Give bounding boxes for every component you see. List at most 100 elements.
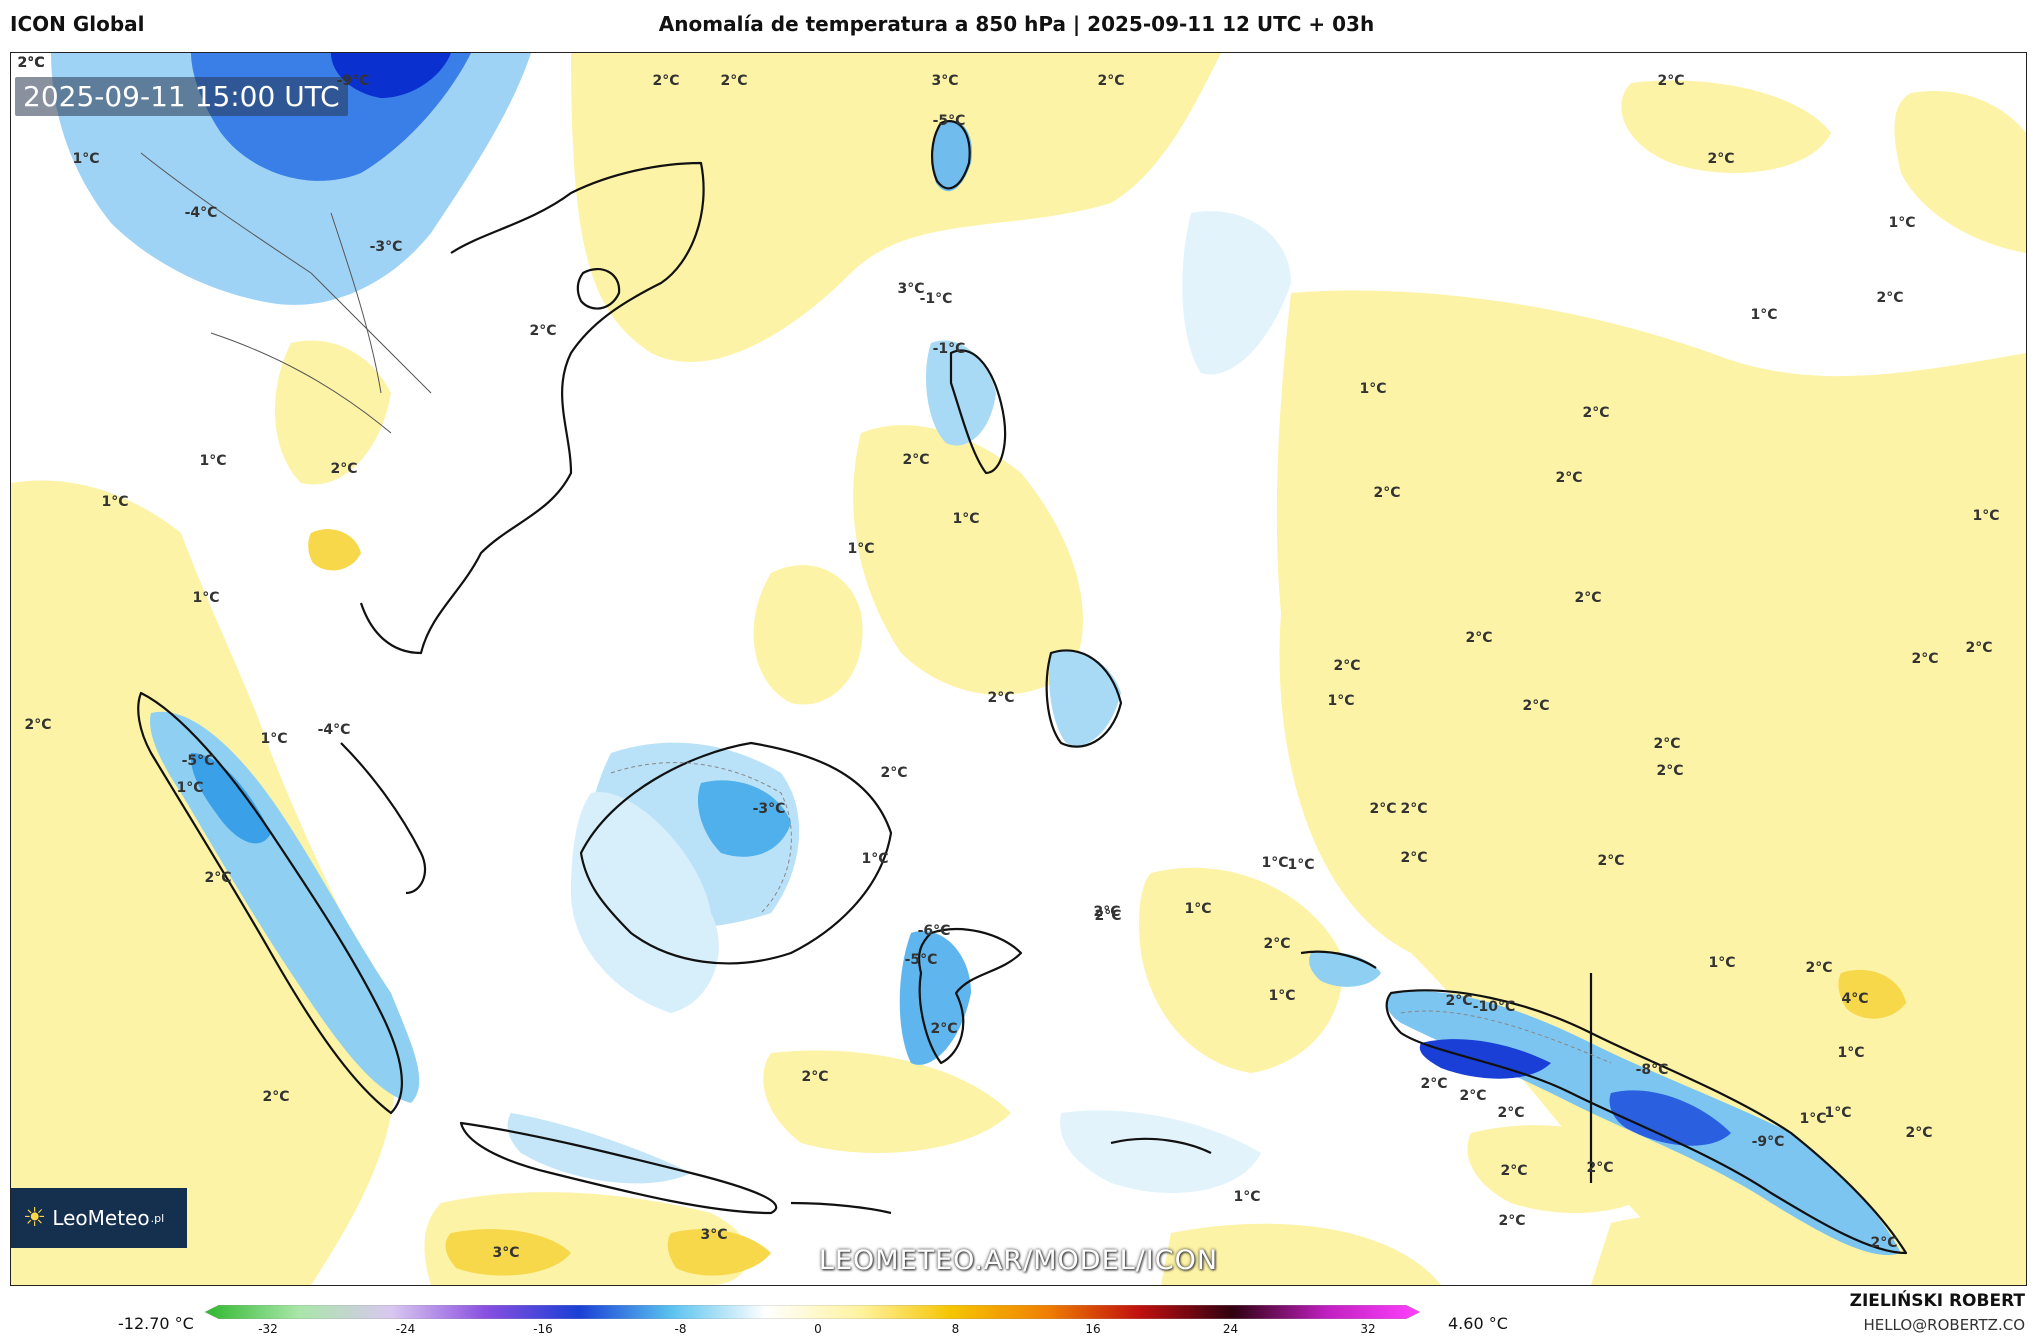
temperature-label: 2°C	[204, 870, 232, 886]
temperature-label: 2°C	[1497, 1105, 1525, 1121]
temperature-label: 2°C	[987, 690, 1015, 706]
temperature-label: 2°C	[1707, 151, 1735, 167]
temperature-label: 2°C	[330, 461, 358, 477]
temperature-label: 2°C	[24, 717, 52, 733]
temperature-label: 2°C	[1876, 290, 1904, 306]
temperature-label: 1°C	[1837, 1045, 1865, 1061]
temperature-label: 1°C	[952, 511, 980, 527]
warm-core-areas	[308, 529, 1906, 1276]
temperature-label: 1°C	[1233, 1189, 1261, 1205]
temperature-label: 2°C	[1911, 651, 1939, 667]
temperature-label: -9°C	[1751, 1134, 1785, 1150]
legend-max-value: 4.60 °C	[1448, 1314, 1508, 1333]
temperature-label: 2°C	[1555, 470, 1583, 486]
temperature-label: 2°C	[1420, 1076, 1448, 1092]
temperature-label: -5°C	[181, 753, 215, 769]
color-scale-tick: 0	[814, 1322, 822, 1336]
temperature-label: 3°C	[700, 1227, 728, 1243]
valid-time-badge: 2025-09-11 15:00 UTC	[15, 77, 348, 116]
temperature-label: 2°C	[930, 1021, 958, 1037]
author-credit: ZIELIŃSKI ROBERT	[1849, 1291, 2025, 1311]
temperature-label: 2°C	[1574, 590, 1602, 606]
temperature-label: 1°C	[260, 731, 288, 747]
temperature-label: 2°C	[1373, 485, 1401, 501]
temperature-label: -8°C	[1635, 1062, 1669, 1078]
coastlines	[137, 120, 1908, 1255]
temperature-label: 1°C	[861, 851, 889, 867]
sun-icon: ☀	[23, 1203, 47, 1233]
temperature-label: 2°C	[1522, 698, 1550, 714]
color-scale-tick: -24	[395, 1322, 416, 1336]
temperature-label: 2°C	[1653, 736, 1681, 752]
temperature-label: 2°C	[17, 55, 45, 71]
temperature-label: -6°C	[917, 923, 951, 939]
color-scale-tick: 32	[1360, 1322, 1376, 1336]
temperature-label: 3°C	[492, 1245, 520, 1261]
temperature-label: 2°C	[1445, 993, 1473, 1009]
temperature-label: 4°C	[1841, 991, 1869, 1007]
color-scale-tick: -8	[674, 1322, 687, 1336]
leometeo-logo[interactable]: ☀ LeoMeteo .pl	[11, 1188, 187, 1248]
temperature-label: 1°C	[1184, 901, 1212, 917]
temperature-label: 1°C	[1708, 955, 1736, 971]
temperature-label: 1°C	[176, 780, 204, 796]
temperature-label: 1°C	[1268, 988, 1296, 1004]
temperature-label: 2°C	[17, 55, 45, 71]
temperature-label: 1°C	[1888, 215, 1916, 231]
warm-areas	[11, 53, 2026, 1285]
color-scale-tick: 24	[1222, 1322, 1239, 1336]
contours	[610, 762, 1612, 1064]
borders	[140, 152, 432, 434]
temperature-label: -10°C	[1472, 999, 1516, 1015]
temperature-label: 2°C	[1500, 1163, 1528, 1179]
temperature-label: 1°C	[1261, 855, 1289, 871]
author-email[interactable]: HELLO@ROBERTZ.CO	[1863, 1316, 2025, 1334]
temperature-label: 1°C	[847, 541, 875, 557]
legend-min-value: -12.70 °C	[118, 1314, 194, 1333]
map-canvas[interactable]: 2025-09-11 15:00 UTC -9°C 2°C 2°C 3°C -5°C 2°…	[10, 52, 2027, 1286]
temperature-label: 2°C	[1465, 630, 1493, 646]
color-scale-tick: 16	[1085, 1322, 1101, 1336]
temperature-label: 2°C	[1333, 658, 1361, 674]
anomaly-field	[11, 53, 2026, 1285]
temperature-label: 2°C	[529, 323, 557, 339]
map-watermark: LEOMETEO.AR/MODEL/ICON	[818, 1245, 1219, 1276]
temperature-label: 3°C	[897, 281, 925, 297]
temperature-label: 2°C	[880, 765, 908, 781]
temperature-label: 2°C	[1870, 1235, 1898, 1251]
map-title: Anomalía de temperatura a 850 hPa | 2025…	[658, 12, 1375, 36]
temperature-label: 2°C	[652, 73, 680, 89]
temperature-label: 2°C	[1905, 1125, 1933, 1141]
temperature-label: 2°C	[1263, 936, 1291, 952]
temperature-label: 2°C	[1586, 1160, 1614, 1176]
temperature-label: 2°C	[17, 55, 45, 71]
temperature-label: 2°C	[1597, 853, 1625, 869]
color-scale-bar	[205, 1305, 1420, 1319]
temperature-label: -3°C	[369, 239, 403, 255]
logo-text: LeoMeteo	[52, 1206, 150, 1230]
color-scale-tick: 8	[951, 1322, 960, 1336]
temperature-label: 2°C	[17, 55, 45, 71]
temperature-label: 1°C	[1750, 307, 1778, 323]
temperature-label: 2°C	[1097, 73, 1125, 89]
temperature-label: 1°C	[1327, 693, 1355, 709]
temperature-label: 3°C	[931, 73, 959, 89]
temperature-label: 2°C	[1459, 1088, 1487, 1104]
temperature-label: 1°C	[1972, 508, 2000, 524]
temperature-label: 2°C	[1965, 640, 1993, 656]
temperature-label: 1°C	[1799, 1111, 1827, 1127]
temperature-label: 1°C	[101, 494, 129, 510]
temperature-label: -1°C	[919, 291, 953, 307]
temperature-label: 1°C	[1824, 1105, 1852, 1121]
temperature-label: 2°C	[1093, 904, 1121, 920]
temperature-label: -5°C	[932, 113, 966, 129]
temperature-label: 2°C	[1498, 1213, 1526, 1229]
color-scale-tick: -32	[258, 1322, 278, 1336]
temperature-label: 2°C	[1805, 960, 1833, 976]
temperature-label: 2°C	[17, 55, 45, 71]
logo-suffix: .pl	[150, 1211, 165, 1225]
temperature-label: 1°C	[72, 151, 100, 167]
temperature-label: 2°C	[1369, 801, 1397, 817]
temperature-label: -3°C	[752, 801, 786, 817]
temperature-label: 2°C	[1582, 405, 1610, 421]
